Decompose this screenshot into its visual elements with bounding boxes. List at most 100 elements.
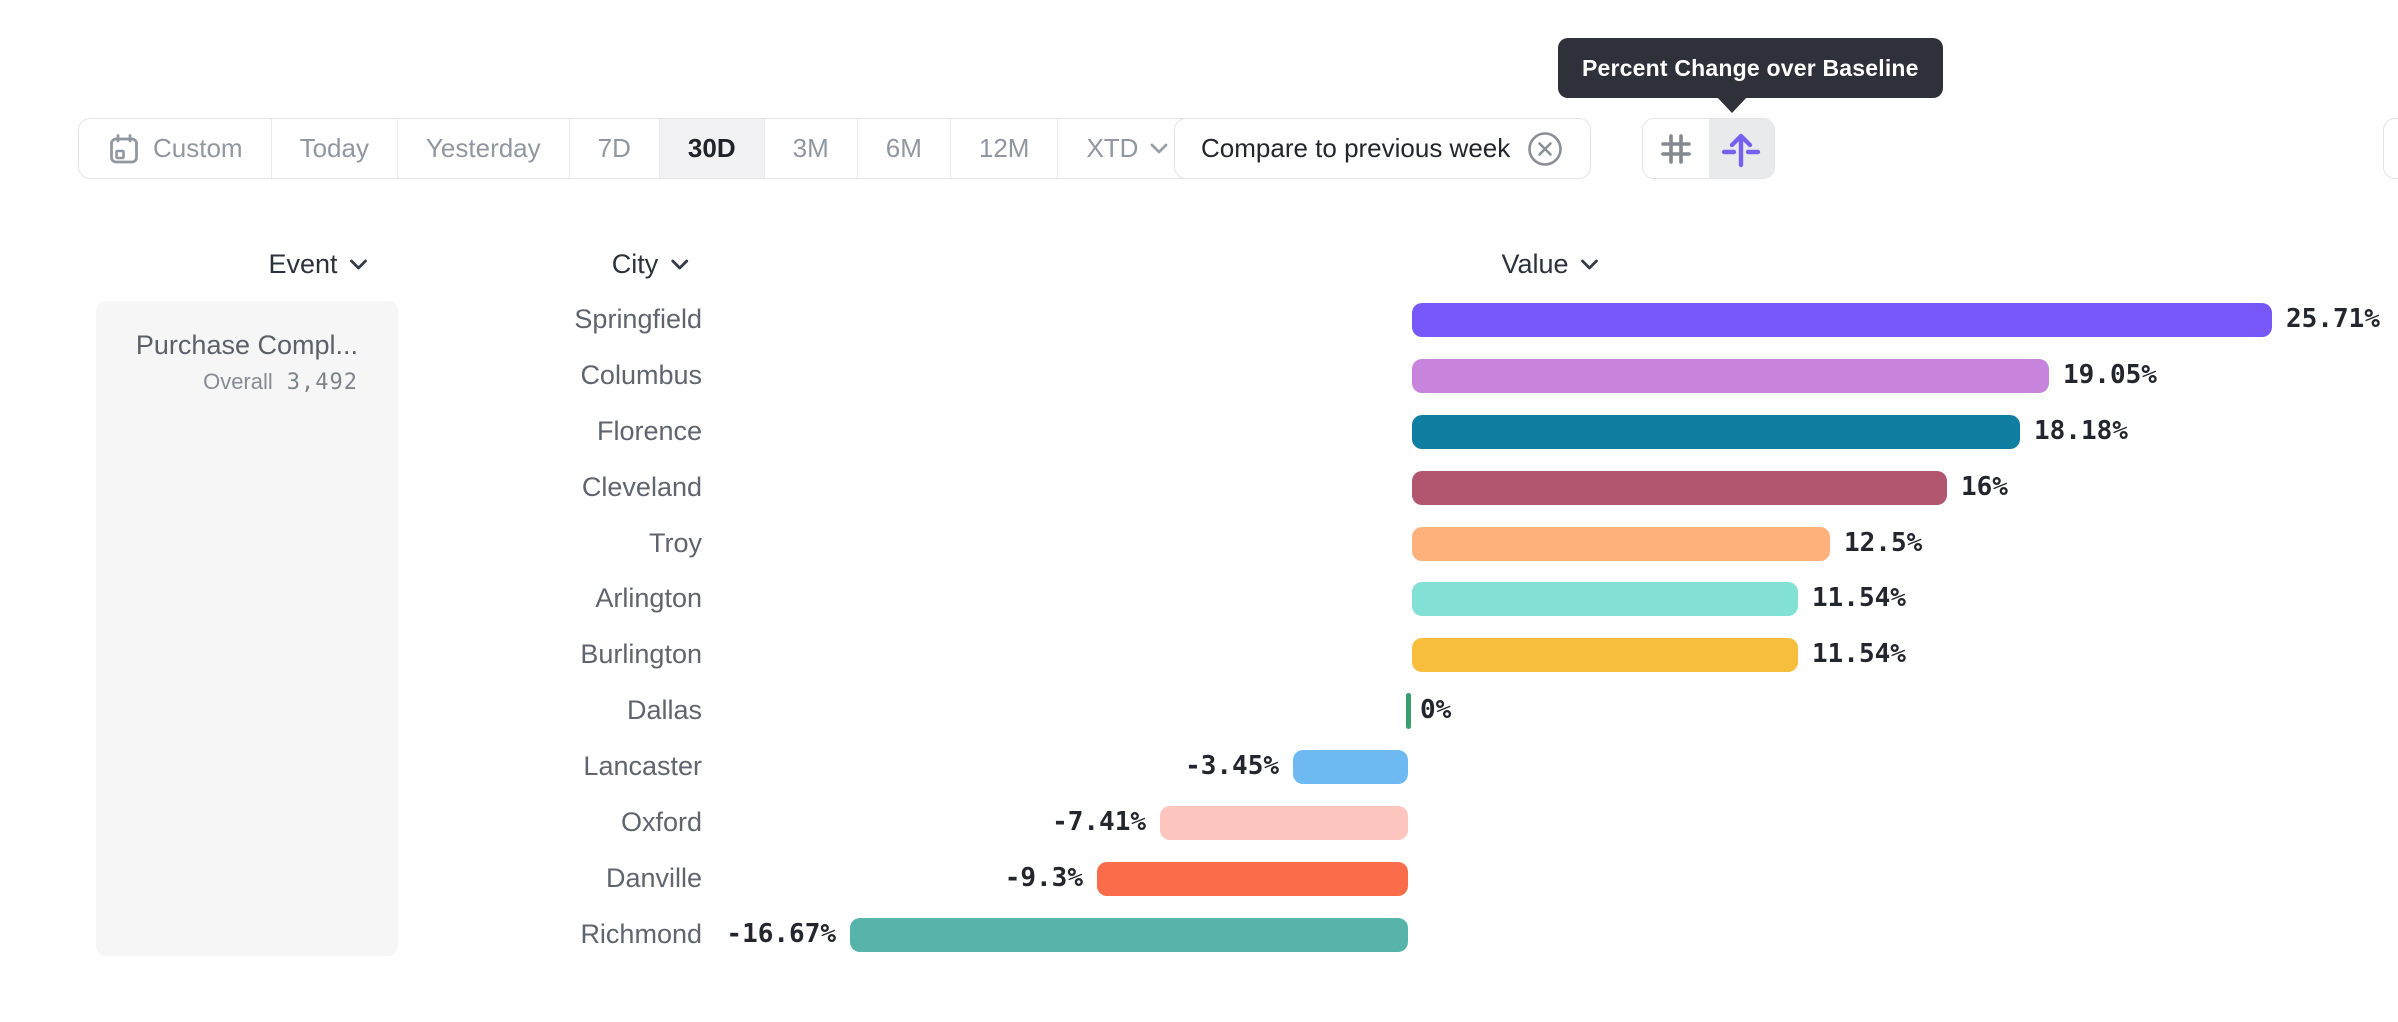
value-label: 11.54%: [1812, 583, 1906, 614]
date-range-label: 3M: [792, 133, 829, 163]
value-label: 19.05%: [2063, 359, 2157, 390]
bar[interactable]: [1412, 470, 1947, 505]
column-header-label: Event: [268, 248, 338, 279]
overall-label: Overall: [203, 369, 273, 394]
date-range-xtd[interactable]: XTD: [1058, 119, 1196, 178]
partial-button-right-edge[interactable]: [2383, 118, 2398, 179]
date-range-6m[interactable]: 6M: [858, 119, 951, 178]
bar-area: -16.67%: [702, 907, 2390, 963]
bar[interactable]: [1412, 526, 1830, 561]
city-label: Cleveland: [581, 471, 702, 502]
zero-baseline-bar[interactable]: [1406, 693, 1411, 730]
bar-area: -9.3%: [702, 851, 2390, 907]
column-header-event[interactable]: Event: [268, 246, 367, 282]
date-range-30d[interactable]: 30D: [659, 119, 765, 178]
chevron-down-icon: [1151, 143, 1168, 154]
city-label: Columbus: [580, 359, 702, 390]
chart-row: Oxford -7.41%: [400, 795, 2390, 851]
bar-area: 11.54%: [702, 571, 2390, 627]
date-range-group: Custom Today Yesterday 7D 30D 3M 6M 12M XTD: [78, 118, 1198, 179]
bar-area: 12.5%: [702, 516, 2390, 572]
chevron-down-icon: [1581, 259, 1598, 269]
chart-row: Florence 18.18%: [400, 404, 2390, 460]
date-range-today[interactable]: Today: [272, 119, 398, 178]
value-label: 0%: [1420, 695, 1452, 726]
value-label: 18.18%: [2034, 415, 2128, 446]
chart-row: Burlington 11.54%: [400, 627, 2390, 683]
event-card[interactable]: Purchase Compl... Overall 3,492: [96, 301, 398, 956]
bar[interactable]: [1412, 358, 2049, 393]
percent-baseline-toggle[interactable]: [1708, 119, 1774, 178]
bar[interactable]: [1412, 638, 1798, 673]
date-range-label: 30D: [687, 133, 736, 163]
chart-row: Richmond -16.67%: [400, 907, 2390, 963]
chart-row: Lancaster -3.45%: [400, 739, 2390, 795]
view-toggle-group: [1642, 118, 1775, 179]
bar[interactable]: [1160, 806, 1408, 841]
event-overall: Overall 3,492: [116, 369, 358, 395]
percent-baseline-icon: [1722, 133, 1761, 167]
column-header-city[interactable]: City: [612, 246, 689, 282]
bar[interactable]: [1412, 303, 2272, 337]
overall-value: 3,492: [286, 370, 358, 395]
date-range-label: 6M: [885, 133, 922, 163]
value-label: -9.3%: [1004, 862, 1083, 893]
tooltip: Percent Change over Baseline: [1558, 38, 1943, 98]
value-label: 25.71%: [2286, 304, 2380, 334]
value-label: 12.5%: [1844, 527, 1923, 558]
bar-chart: Springfield 25.71% Columbus 19.05% Florence 1…: [400, 292, 2390, 963]
event-name: Purchase Compl...: [135, 330, 358, 360]
date-range-label: Yesterday: [425, 133, 541, 163]
bar[interactable]: [1097, 861, 1408, 896]
numeric-view-toggle[interactable]: [1643, 119, 1709, 178]
value-label: -16.67%: [726, 918, 836, 949]
date-range-yesterday[interactable]: Yesterday: [398, 119, 570, 178]
compare-button[interactable]: Compare to previous week: [1174, 118, 1592, 179]
city-label: Richmond: [580, 918, 702, 949]
date-range-label: Today: [299, 133, 369, 163]
city-label: Oxford: [620, 807, 702, 838]
date-range-label: Custom: [153, 133, 243, 163]
chart-row: Columbus 19.05%: [400, 348, 2390, 404]
date-range-label: 12M: [978, 133, 1030, 163]
chart-row: Springfield 25.71%: [400, 292, 2390, 348]
bar-area: 18.18%: [702, 404, 2390, 460]
bar[interactable]: [1412, 582, 1798, 617]
bar[interactable]: [1293, 750, 1408, 785]
bar-area: 16%: [702, 460, 2390, 516]
compare-label: Compare to previous week: [1201, 133, 1511, 163]
date-range-3m[interactable]: 3M: [765, 119, 858, 178]
city-label: Arlington: [595, 583, 702, 614]
bar-area: -7.41%: [702, 795, 2390, 851]
chevron-down-icon: [670, 259, 688, 269]
close-circle-icon[interactable]: [1526, 130, 1564, 168]
column-header-label: Value: [1501, 248, 1569, 279]
date-range-label: 7D: [597, 133, 631, 163]
chart-row: Dallas 0%: [400, 683, 2390, 739]
bar[interactable]: [1412, 414, 2020, 449]
hash-icon: [1660, 133, 1691, 164]
bar[interactable]: [850, 917, 1408, 952]
city-label: Burlington: [580, 639, 702, 670]
city-label: Florence: [596, 415, 702, 446]
tooltip-text: Percent Change over Baseline: [1582, 54, 1919, 81]
chart-row: Cleveland 16%: [400, 460, 2390, 516]
city-label: Dallas: [626, 695, 702, 726]
chart-row: Arlington 11.54%: [400, 571, 2390, 627]
date-range-7d[interactable]: 7D: [570, 119, 660, 178]
value-label: 11.54%: [1812, 639, 1906, 670]
chevron-down-icon: [350, 259, 367, 269]
column-header-label: City: [611, 248, 659, 279]
value-label: -7.41%: [1052, 807, 1146, 838]
calendar-icon: [110, 133, 138, 163]
tooltip-arrow: [1716, 96, 1748, 113]
column-header-value[interactable]: Value: [1501, 246, 1598, 282]
chart-row: Danville -9.3%: [400, 851, 2390, 907]
date-range-12m[interactable]: 12M: [951, 119, 1059, 178]
city-label: Troy: [649, 527, 702, 558]
bar-area: 11.54%: [702, 627, 2390, 683]
bar-area: 25.71%: [702, 292, 2390, 348]
date-range-custom[interactable]: Custom: [79, 119, 272, 178]
value-label: 16%: [1961, 471, 2008, 502]
